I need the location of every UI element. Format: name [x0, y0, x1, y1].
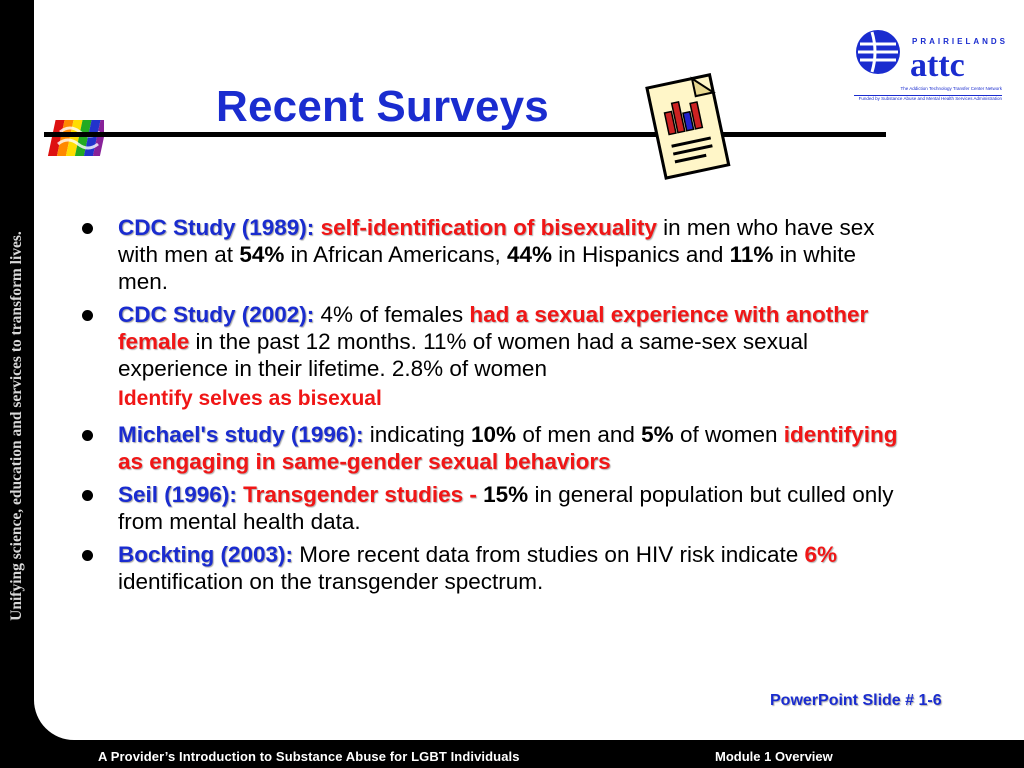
bullet-highlight: Transgender studies — [243, 482, 464, 507]
title-divider — [44, 132, 886, 137]
bullet-highlight: 6% — [804, 542, 838, 567]
rainbow-logo-icon — [47, 120, 104, 156]
footer-module: Module 1 Overview — [715, 749, 833, 764]
bullet-lead: CDC Study (1989): — [118, 215, 315, 240]
bullet-dot-icon — [82, 430, 93, 441]
bullet-highlight: self-identification of bisexuality — [320, 215, 657, 240]
bullet-item: Bockting (2003): More recent data from s… — [82, 541, 912, 595]
left-band — [0, 0, 34, 768]
side-tagline: Unifying science, education and services… — [8, 231, 25, 621]
bullet-highlight: had a sexual experience with another fem… — [118, 302, 869, 354]
attc-logo-icon: PRAIRIELANDS attc — [856, 30, 1008, 84]
bullet-lead: Bockting (2003): — [118, 542, 294, 567]
logo-caption-line2: Funded by Substance Abuse and Mental Hea… — [858, 96, 1002, 101]
slide-number: PowerPoint Slide # 1-6 — [770, 692, 942, 709]
bullet-list: CDC Study (1989): self-identification of… — [82, 214, 912, 601]
logo-rule — [854, 95, 1002, 96]
bullet-lead: Michael's study (1996): — [118, 422, 364, 447]
bullet-highlight: identifying as engaging in same-gender s… — [118, 422, 898, 474]
bullet-dot-icon — [82, 490, 93, 501]
bullet-dot-icon — [82, 223, 93, 234]
bullet-highlight: Identify selves as bisexual — [118, 387, 382, 410]
bullet-item: CDC Study (1989): self-identification of… — [82, 214, 912, 295]
logo-caption-line1: The Addiction Technology Transfer Center… — [900, 86, 1002, 91]
logo-caption: The Addiction Technology Transfer Center… — [854, 86, 1002, 102]
logo-top-text: PRAIRIELANDS — [912, 37, 1008, 46]
report-chart-icon — [645, 73, 731, 180]
bullet-item: Seil (1996): Transgender studies - 15% i… — [82, 481, 912, 535]
bullet-item: Michael's study (1996): indicating 10% o… — [82, 421, 912, 475]
bullet-dot-icon — [82, 310, 93, 321]
bullet-dot-icon — [82, 550, 93, 561]
bullet-item: CDC Study (2002): 4% of females had a se… — [82, 301, 912, 415]
bullet-lead: CDC Study (2002): — [118, 302, 315, 327]
bullet-lead: Seil (1996): — [118, 482, 237, 507]
footer-course-title: A Provider’s Introduction to Substance A… — [98, 749, 520, 764]
footer-band — [0, 740, 1024, 768]
logo-main-text: attc — [910, 47, 965, 84]
page-title: Recent Surveys — [216, 82, 549, 131]
